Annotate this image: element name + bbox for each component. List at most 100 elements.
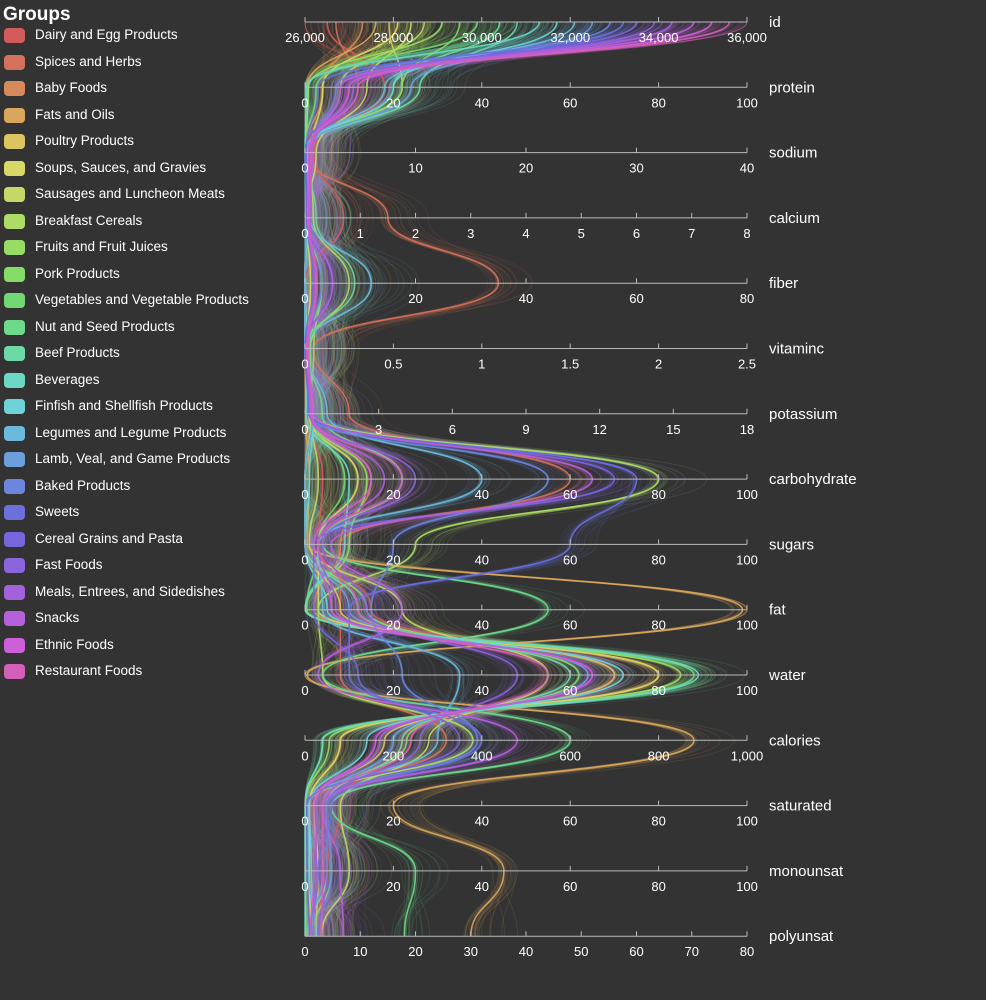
background-strand xyxy=(304,21,629,937)
tick-label: 7 xyxy=(688,226,695,241)
tick-label: 40 xyxy=(519,944,533,959)
tick-label: 100 xyxy=(736,879,758,894)
tick-label: 80 xyxy=(651,879,665,894)
background-strand xyxy=(304,21,664,937)
tick-label: 0 xyxy=(301,944,308,959)
tick-label: 100 xyxy=(736,487,758,502)
legend-label: Nut and Seed Products xyxy=(35,318,175,334)
legend-swatch xyxy=(4,134,25,149)
legend-swatch xyxy=(4,54,25,70)
legend-swatch xyxy=(4,452,25,467)
legend-swatch xyxy=(4,664,25,679)
legend-swatch xyxy=(4,478,25,494)
tick-label: 600 xyxy=(559,748,581,763)
legend-swatch xyxy=(4,293,25,308)
legend-title: Groups xyxy=(3,4,71,25)
tick-label: 20 xyxy=(386,814,400,829)
legend-swatch xyxy=(4,346,25,361)
background-strand xyxy=(304,21,565,937)
background-strand xyxy=(304,21,678,937)
legend-swatch xyxy=(4,213,25,229)
legend-label: Fast Foods xyxy=(35,557,103,572)
background-strand xyxy=(304,21,659,937)
tick-label: 0 xyxy=(301,161,308,176)
legend-label: Meals, Entrees, and Sidedishes xyxy=(35,583,225,599)
legend-swatch xyxy=(4,107,25,123)
background-strand xyxy=(304,21,605,937)
background-strand xyxy=(304,21,743,937)
legend-label: Fruits and Fruit Juices xyxy=(35,239,168,254)
axis-fat: 0 20 40 60 80 100 fat xyxy=(301,602,786,633)
legend-swatch xyxy=(4,266,25,282)
background-strand xyxy=(304,21,692,937)
background-strand xyxy=(304,21,691,937)
background-strand xyxy=(306,21,655,937)
background-strand xyxy=(304,21,700,937)
legend-label: Fats and Oils xyxy=(35,106,115,122)
legend-swatch xyxy=(4,399,25,414)
background-strand xyxy=(304,21,705,937)
background-strand xyxy=(309,21,684,937)
tick-label: 60 xyxy=(563,552,577,567)
legend-swatch xyxy=(4,584,25,600)
tick-label: 80 xyxy=(651,618,665,633)
legend-swatch xyxy=(4,28,25,43)
tick-label: 34,000 xyxy=(639,30,679,45)
axis-sodium: 0 10 20 30 40 sodium xyxy=(301,145,817,176)
tick-label: 40 xyxy=(475,95,489,110)
tick-label: 0 xyxy=(301,226,308,241)
background-strand xyxy=(304,21,748,937)
tick-label: 80 xyxy=(651,814,665,829)
tick-label: 15 xyxy=(666,422,680,437)
background-strand xyxy=(304,21,711,937)
tick-label: 80 xyxy=(651,552,665,567)
background-strand xyxy=(304,21,547,937)
axis-title: protein xyxy=(769,79,815,96)
tick-label: 20 xyxy=(386,879,400,894)
tick-label: 40 xyxy=(475,879,489,894)
legend-label: Sweets xyxy=(35,504,80,519)
tick-label: 0 xyxy=(301,618,308,633)
background-strand xyxy=(307,21,656,937)
tick-label: 20 xyxy=(408,291,422,306)
tick-label: 20 xyxy=(386,487,400,502)
tick-label: 100 xyxy=(736,814,758,829)
tick-label: 70 xyxy=(685,944,699,959)
tick-label: 40 xyxy=(740,161,754,176)
tick-label: 3 xyxy=(375,422,382,437)
tick-label: 0 xyxy=(301,683,308,698)
background-strand xyxy=(304,21,616,937)
legend-label: Beverages xyxy=(35,371,100,387)
tick-label: 200 xyxy=(383,748,405,763)
legend-label: Snacks xyxy=(35,610,80,625)
axis-title: vitaminc xyxy=(769,341,825,358)
background-strand xyxy=(304,21,588,937)
tick-label: 0 xyxy=(301,879,308,894)
tick-label: 0 xyxy=(301,552,308,567)
tick-label: 40 xyxy=(475,618,489,633)
tick-label: 0 xyxy=(301,422,308,437)
background-strand xyxy=(309,21,583,937)
axis-title: fat xyxy=(769,602,787,619)
tick-label: 80 xyxy=(651,683,665,698)
tick-label: 1.5 xyxy=(561,357,579,372)
tick-label: 60 xyxy=(563,618,577,633)
background-strand xyxy=(304,21,660,937)
tick-label: 18 xyxy=(740,422,754,437)
legend-swatch xyxy=(4,160,25,176)
tick-label: 60 xyxy=(629,944,643,959)
tick-label: 10 xyxy=(353,944,367,959)
tick-label: 5 xyxy=(578,226,585,241)
axis-title: saturated xyxy=(769,798,832,815)
tick-label: 100 xyxy=(736,683,758,698)
tick-label: 12 xyxy=(592,422,606,437)
axis-title: calcium xyxy=(769,210,820,227)
tick-label: 0 xyxy=(301,95,308,110)
axis-title: sodium xyxy=(769,145,817,162)
tick-label: 26,000 xyxy=(285,30,325,45)
axis-calcium: 0 1 2 3 4 5 6 7 8 calcium xyxy=(301,210,819,241)
tick-label: 40 xyxy=(519,291,533,306)
axis-calories: 0 200 400 600 800 1,000 calories xyxy=(301,732,820,763)
background-strand xyxy=(304,21,702,937)
